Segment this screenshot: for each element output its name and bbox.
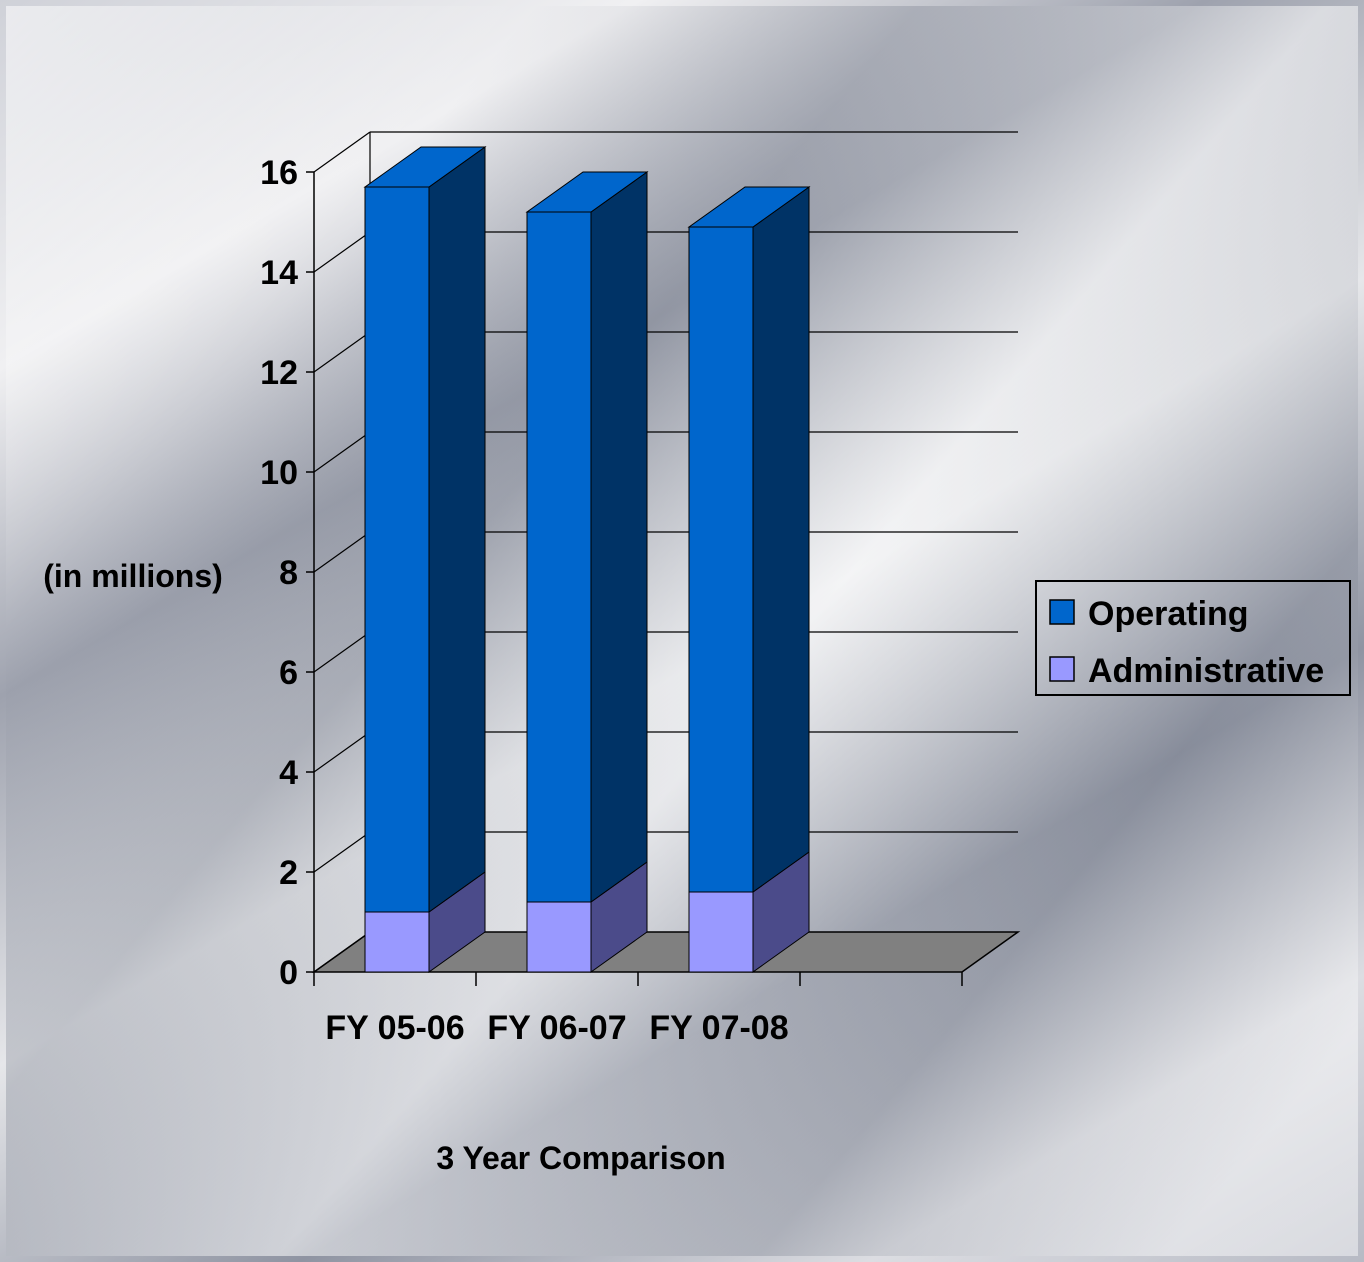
x-tick-label: FY 05-06: [325, 1009, 464, 1047]
y-tick-label: 10: [260, 454, 298, 492]
legend-swatch-operating: [1049, 599, 1075, 625]
y-tick-label: 0: [279, 954, 298, 992]
bar-front: [688, 891, 754, 973]
bars: [363, 146, 811, 973]
bar-operating-2: [525, 171, 649, 903]
bar-operating-3: [687, 186, 811, 893]
gridline-side: [313, 531, 371, 573]
bar-side: [428, 146, 486, 913]
bar-top: [525, 171, 649, 213]
legend-border: [1035, 580, 1351, 696]
y-tick-label: 6: [279, 654, 298, 692]
bar-operating-1: [363, 146, 487, 913]
bar-side: [752, 186, 810, 893]
y-tick-label: 16: [260, 154, 298, 192]
y-tick-label: 12: [260, 354, 298, 392]
legend-label-administrative: Administrative: [1088, 652, 1324, 690]
legend-swatch-administrative: [1049, 656, 1075, 682]
gridline-side: [313, 831, 371, 873]
gridline-side: [313, 731, 371, 773]
bar-front: [688, 226, 754, 893]
legend: Operating Administrative: [1035, 580, 1351, 696]
gridline-side: [313, 131, 371, 173]
bar-front: [364, 911, 430, 973]
chart-panel: [6, 6, 1358, 1256]
bar-top: [363, 146, 487, 188]
gridline-side: [313, 931, 371, 973]
gridline-side: [313, 331, 371, 373]
bar-administrative-2: [526, 861, 648, 973]
x-tick-label: FY 07-08: [649, 1009, 788, 1047]
y-tick-labels: 0 2 4 6 8 10 12 14 16: [260, 154, 298, 992]
bar-front: [364, 186, 430, 913]
y-tick-label: 2: [279, 854, 298, 892]
gridline-side: [313, 231, 371, 273]
y-tick-label: 14: [260, 254, 298, 292]
x-axis-title: 3 Year Comparison: [436, 1140, 725, 1176]
gridline-side: [313, 631, 371, 673]
y-tick-label: 4: [279, 754, 298, 792]
gridline-side: [313, 431, 371, 473]
bar-side: [590, 171, 648, 903]
x-tick-labels: FY 05-06 FY 06-07 FY 07-08: [325, 1009, 788, 1047]
y-axis-title: (in millions): [43, 558, 223, 594]
bar-top: [687, 186, 811, 228]
legend-label-operating: Operating: [1088, 595, 1249, 633]
bar-front: [526, 901, 592, 973]
x-tick-label: FY 06-07: [487, 1009, 626, 1047]
y-tick-label: 8: [279, 554, 298, 592]
bar-administrative-1: [364, 871, 486, 973]
bar-front: [526, 211, 592, 903]
